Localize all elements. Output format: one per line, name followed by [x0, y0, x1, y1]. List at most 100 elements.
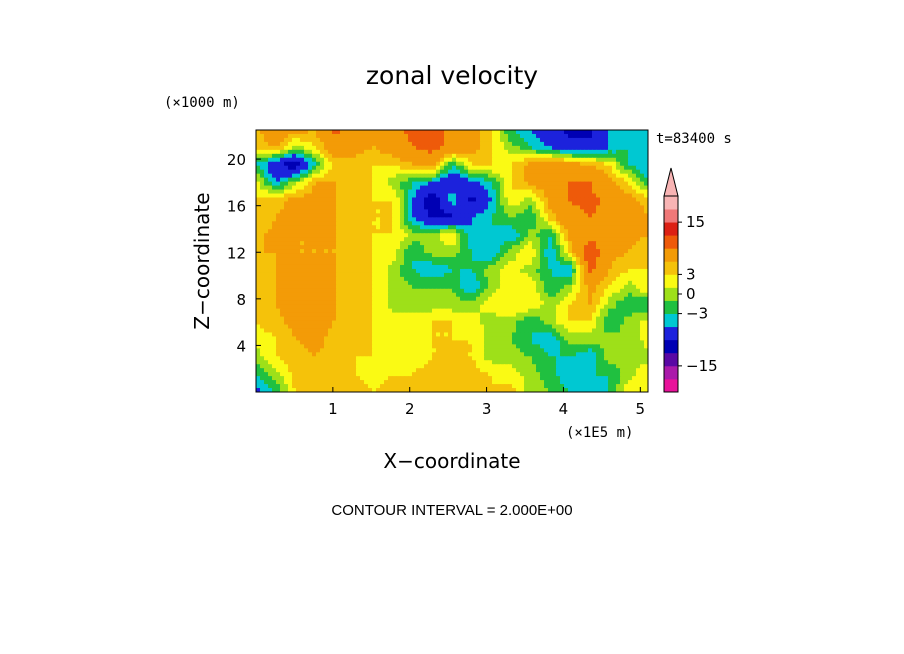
heatmap-cell — [524, 316, 529, 322]
heatmap-cell — [624, 130, 629, 135]
heatmap-cell — [460, 161, 465, 167]
heatmap-cell — [472, 145, 477, 151]
heatmap-cell — [460, 221, 465, 226]
heatmap-cell — [300, 181, 305, 187]
heatmap-cell — [388, 193, 393, 199]
heatmap-cell — [628, 304, 633, 310]
heatmap-cell — [260, 292, 265, 298]
heatmap-cell — [496, 130, 501, 135]
heatmap-cell — [588, 296, 593, 302]
heatmap-cell — [512, 320, 517, 326]
heatmap-cell — [600, 241, 605, 246]
heatmap-cell — [292, 300, 297, 306]
heatmap-cell — [436, 237, 441, 242]
heatmap-cell — [488, 241, 493, 246]
heatmap-cell — [512, 149, 517, 155]
heatmap-cell — [320, 229, 325, 234]
heatmap-cell — [596, 272, 601, 278]
heatmap-cell — [640, 209, 645, 214]
heatmap-cell — [580, 276, 585, 282]
heatmap-cell — [440, 300, 445, 306]
heatmap-cell — [596, 304, 601, 310]
heatmap-cell — [456, 324, 461, 330]
heatmap-cell — [372, 173, 377, 179]
heatmap-cell — [356, 145, 361, 151]
heatmap-cell — [636, 253, 641, 258]
heatmap-cell — [260, 288, 265, 294]
heatmap-cell — [624, 296, 629, 302]
heatmap-cell — [316, 169, 321, 175]
heatmap-cell — [596, 316, 601, 322]
heatmap-cell — [376, 217, 381, 222]
heatmap-cell — [276, 296, 281, 302]
heatmap-cell — [592, 137, 597, 143]
heatmap-cell — [552, 229, 557, 234]
heatmap-cell — [436, 308, 441, 314]
heatmap-cell — [300, 201, 305, 207]
heatmap-cell — [608, 169, 613, 175]
heatmap-cell — [492, 268, 497, 274]
heatmap-cell — [624, 320, 629, 326]
heatmap-cell — [536, 213, 541, 218]
heatmap-cell — [528, 165, 533, 171]
heatmap-cell — [312, 328, 317, 334]
heatmap-cell — [364, 324, 369, 330]
heatmap-cell — [412, 253, 417, 258]
heatmap-cell — [584, 276, 589, 282]
heatmap-cell — [484, 245, 489, 250]
heatmap-cell — [588, 149, 593, 155]
heatmap-cell — [268, 189, 273, 195]
heatmap-cell — [380, 213, 385, 218]
heatmap-cell — [596, 312, 601, 318]
heatmap-cell — [544, 225, 549, 230]
heatmap-cell — [616, 304, 621, 310]
heatmap-cell — [408, 249, 413, 254]
heatmap-cell — [484, 320, 489, 326]
heatmap-cell — [624, 264, 629, 270]
heatmap-cell — [316, 145, 321, 151]
heatmap-cell — [320, 177, 325, 183]
heatmap-cell — [592, 221, 597, 226]
heatmap-cell — [508, 308, 513, 314]
heatmap-cell — [388, 280, 393, 286]
heatmap-cell — [412, 130, 417, 135]
heatmap-cell — [276, 161, 281, 167]
heatmap-cell — [504, 304, 509, 310]
heatmap-cell — [264, 173, 269, 179]
heatmap-cell — [456, 173, 461, 179]
heatmap-cell — [596, 141, 601, 147]
heatmap-cell — [340, 153, 345, 159]
heatmap-cell — [360, 157, 365, 163]
heatmap-cell — [372, 213, 377, 218]
heatmap-cell — [288, 157, 293, 163]
heatmap-cell — [568, 308, 573, 314]
heatmap-cell — [264, 233, 269, 238]
heatmap-cell — [276, 237, 281, 242]
heatmap-cell — [544, 300, 549, 306]
heatmap-cell — [308, 141, 313, 147]
heatmap-cell — [496, 272, 501, 278]
heatmap-cell — [552, 141, 557, 147]
heatmap-cell — [616, 264, 621, 270]
heatmap-cell — [376, 185, 381, 191]
heatmap-cell — [304, 173, 309, 179]
heatmap-cell — [272, 141, 277, 147]
heatmap-cell — [404, 189, 409, 195]
heatmap-cell — [412, 245, 417, 250]
heatmap-cell — [300, 185, 305, 191]
heatmap-cell — [332, 249, 337, 254]
heatmap-cell — [544, 316, 549, 322]
heatmap-cell — [348, 185, 353, 191]
heatmap-cell — [292, 320, 297, 326]
heatmap-cell — [296, 169, 301, 175]
heatmap-cell — [524, 165, 529, 171]
heatmap-cell — [256, 173, 261, 179]
heatmap-cell — [368, 229, 373, 234]
heatmap-cell — [488, 257, 493, 262]
heatmap-cell — [568, 249, 573, 254]
heatmap-cell — [288, 312, 293, 318]
heatmap-cell — [616, 209, 621, 214]
heatmap-cell — [452, 189, 457, 195]
heatmap-cell — [576, 296, 581, 302]
heatmap-cell — [504, 268, 509, 274]
